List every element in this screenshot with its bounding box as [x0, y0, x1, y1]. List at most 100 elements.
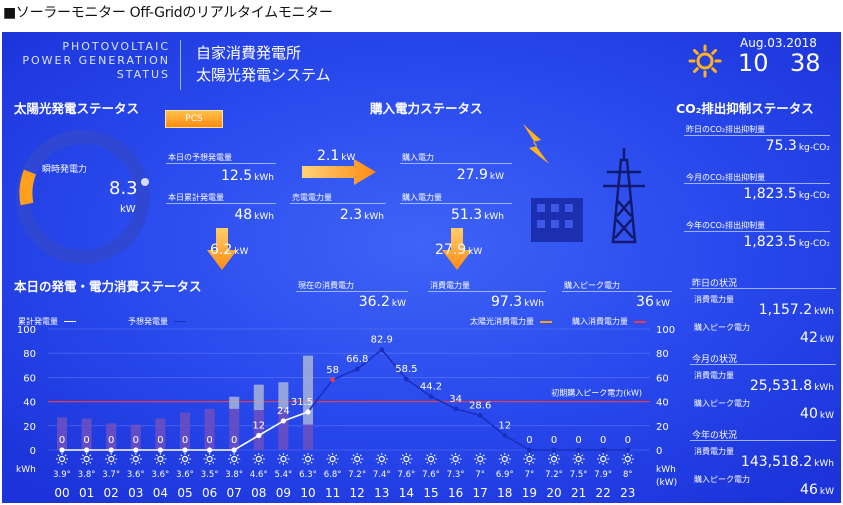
flow-number: 2.1 — [317, 148, 340, 164]
value-label: 66.8 — [346, 354, 368, 365]
consumption-amount-value: 97.3 kWh — [452, 294, 544, 310]
solar-consumption-bar — [229, 408, 240, 450]
co2-unit: kg-CO₂ — [798, 143, 830, 153]
solar-down-number: 6.2 — [210, 242, 233, 258]
co2-item-label: 昨日のCO₂排出抑制量 — [686, 125, 766, 134]
sun-icon — [572, 453, 585, 465]
consumption-amount-unit: kWh — [524, 299, 544, 309]
history-value: 25,531.8 kWh — [750, 378, 834, 394]
legend-solar-consumption: 太陽光消費電力量 — [470, 316, 552, 327]
temperature-label: 8° — [623, 470, 633, 480]
hour-label: 03 — [128, 486, 143, 500]
value-label: 0 — [182, 435, 188, 446]
forecast-unit: kWh — [254, 173, 274, 183]
temperature-label: 7° — [525, 470, 535, 480]
history-underline — [690, 440, 836, 441]
hour-label: 08 — [251, 486, 266, 500]
clock-minute: 38 — [790, 49, 821, 77]
history-unit: kWh — [814, 459, 834, 469]
purchase-power-unit: kW — [489, 172, 504, 182]
temperature-label: 3.6° — [127, 470, 145, 480]
history-number: 46 — [800, 482, 818, 498]
temperature-label: 7.2° — [348, 470, 366, 480]
current-consumption-unit: kW — [391, 299, 406, 309]
legend-forecast: 予想発電量 — [128, 316, 186, 327]
history-unit: kW — [819, 335, 834, 345]
cumulative-value: 48 kWh — [196, 207, 274, 223]
co2-underline — [684, 183, 830, 184]
cumulative-unit: kWh — [254, 212, 274, 222]
cumulative-point — [280, 418, 286, 424]
facility-line-2: 太陽光発電システム — [196, 66, 331, 84]
sun-icon — [400, 453, 413, 465]
history-value: 1,157.2 kWh — [759, 302, 834, 318]
sold-underline — [290, 203, 386, 204]
forecast-point — [354, 366, 360, 372]
sun-icon — [523, 453, 536, 465]
pcs-button[interactable]: PCS — [165, 110, 223, 128]
purchase-down-arrow — [442, 228, 472, 270]
history-underline — [690, 364, 836, 365]
history-unit: kW — [819, 487, 834, 497]
cumulative-point — [84, 447, 90, 453]
y-tick-label-left: 20 — [23, 422, 36, 433]
y-tick-label-right: 80 — [656, 349, 669, 360]
history-label: 消費電力量 — [694, 447, 734, 456]
yesterday-title: 昨日の状況 — [692, 279, 738, 289]
purchase-down-number: 27.9 — [435, 242, 467, 258]
right-unit-label-2: (kW) — [656, 478, 677, 488]
history-unit: kW — [819, 411, 834, 421]
monitor-panel: PHOTOVOLTAIC POWER GENERATION STATUS 自家消… — [2, 32, 841, 503]
y-tick-label-left: 40 — [23, 398, 36, 409]
flow-right-arrow — [302, 159, 376, 185]
sun-icon — [80, 453, 93, 465]
peak-power-underline — [562, 291, 672, 292]
purchase-power-value: 27.9 kW — [422, 167, 504, 183]
value-label: 0 — [526, 435, 532, 446]
current-consumption-underline — [296, 291, 408, 292]
co2-item-value: 1,823.5 kg-CO₂ — [743, 234, 830, 250]
brand-line-3: STATUS — [116, 68, 170, 81]
co2-item-label: 今年のCO₂排出抑制量 — [686, 221, 766, 230]
sun-icon — [621, 453, 634, 465]
page-header: ■ソーラーモニター Off-Gridのリアルタイムモニター — [3, 5, 333, 21]
history-value: 46 kW — [800, 482, 834, 498]
sold-label: 売電電力量 — [292, 193, 332, 202]
forecast-value: 12.5 kWh — [196, 168, 274, 184]
hour-label: 01 — [79, 486, 94, 500]
solar-consumption-bar — [204, 408, 215, 450]
temperature-label: 4.6° — [250, 470, 268, 480]
value-label: 0 — [600, 435, 606, 446]
history-label: 購入ピーク電力 — [694, 475, 750, 484]
sun-icon — [474, 453, 487, 465]
solar-down-arrow — [207, 228, 237, 270]
co2-item-value: 1,823.5 kg-CO₂ — [743, 186, 830, 202]
legend-purchased-consumption: 購入消費電力量 — [572, 316, 646, 327]
peak-power-unit: kW — [655, 299, 670, 309]
hour-label: 07 — [227, 486, 242, 500]
y-tick-label-left: 80 — [23, 349, 36, 360]
y-tick-label-right: 20 — [656, 422, 669, 433]
solar-consumption-bar — [278, 408, 289, 450]
temperature-label: 7.9° — [594, 470, 612, 480]
solar-consumption-bar — [155, 418, 166, 450]
value-label: 0 — [625, 435, 631, 446]
hour-label: 17 — [473, 486, 488, 500]
value-label: 0 — [231, 435, 237, 446]
power-plant-icon — [523, 124, 645, 244]
sun-icon — [203, 453, 216, 465]
cumulative-point — [108, 447, 114, 453]
solar-consumption-bar — [253, 410, 264, 450]
instant-generation-label: 瞬時発電力 — [42, 165, 88, 175]
co2-unit: kg-CO₂ — [798, 239, 830, 249]
hour-label: 11 — [325, 486, 340, 500]
value-label: 0 — [108, 435, 114, 446]
history-value: 143,518.2 kWh — [741, 454, 834, 470]
forecast-point — [453, 406, 458, 412]
history-number: 143,518.2 — [740, 454, 813, 470]
year-title: 今年の状況 — [692, 431, 738, 441]
hour-label: 21 — [571, 486, 586, 500]
current-consumption-value: 36.2 kW — [312, 294, 406, 310]
cumulative-point — [59, 447, 65, 453]
y-tick-label-left: 60 — [23, 373, 36, 384]
